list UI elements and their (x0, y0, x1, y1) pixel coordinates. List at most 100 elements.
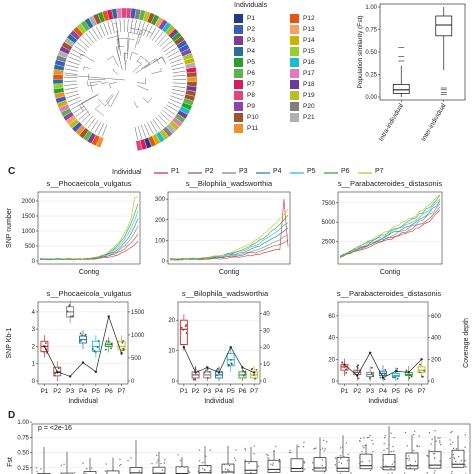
tree-leaf (143, 23, 149, 36)
y-tick-label: 0 (162, 259, 166, 265)
y-tick-label: 300 (155, 197, 166, 203)
jitter-point (203, 371, 206, 374)
coverage-point (194, 371, 197, 374)
jitter-point (324, 448, 326, 450)
tree-branch (132, 63, 142, 73)
jitter-point (357, 377, 360, 380)
tree-legend-title: Individuals (234, 2, 268, 9)
jitter-point (390, 468, 392, 470)
jitter-point (345, 442, 348, 444)
tree-leaf (64, 76, 78, 78)
jitter-point (390, 450, 393, 453)
jitter-point (119, 458, 121, 461)
tree-ring-segment (135, 139, 143, 152)
tree-branch (107, 35, 118, 39)
legend-swatch (290, 14, 299, 23)
tree-leaf (119, 19, 122, 33)
jitter-point (157, 472, 159, 474)
legend-label: P6 (247, 70, 255, 77)
y-tick-label-right: 10 (263, 362, 270, 368)
tree-branch (142, 97, 149, 104)
x-tick-label: P2 (192, 388, 200, 395)
x-tick-label: P2 (53, 388, 61, 395)
panel-label-c: C (8, 166, 16, 177)
jitter-point (96, 346, 99, 349)
jitter-point (453, 458, 456, 460)
jitter-point (209, 449, 211, 451)
y-tick-label: 0.75 (17, 435, 29, 441)
jitter-point (234, 459, 237, 461)
y-tick-label-right: 600 (431, 314, 442, 320)
jitter-point (253, 374, 255, 376)
legend-label: P7 (375, 168, 384, 175)
tree-leaf (149, 120, 158, 133)
y-tick-label-right: 20 (263, 345, 270, 351)
jitter-point (411, 437, 413, 439)
jitter-point (449, 443, 452, 445)
tree-ring-segment (52, 78, 64, 85)
box (179, 319, 188, 345)
box (83, 471, 97, 474)
jitter-point (393, 436, 395, 439)
jitter-point (319, 449, 322, 451)
jitter-point (164, 458, 166, 461)
y-tick-label: 3 (32, 327, 36, 333)
x-tick-label: P2 (353, 388, 361, 395)
y-tick-label-right: 0 (263, 379, 267, 385)
legend-label: P2 (205, 168, 214, 175)
jitter-point (435, 440, 437, 442)
jitter-point (458, 455, 460, 458)
jitter-point (303, 441, 305, 444)
jitter-point (413, 469, 416, 471)
jitter-point (198, 460, 201, 462)
tree-leaf (107, 21, 112, 35)
tree-branch (143, 29, 154, 35)
legend-label: P1 (247, 15, 255, 22)
jitter-point (267, 457, 269, 459)
x-tick-label: P5 (227, 388, 235, 395)
jitter-point (464, 446, 466, 449)
tree-leaf (79, 39, 90, 49)
jitter-point (433, 472, 435, 474)
jitter-point (206, 465, 209, 467)
jitter-point (272, 462, 274, 464)
jitter-point (386, 447, 388, 450)
jitter-point (372, 443, 374, 445)
jitter-point (391, 463, 393, 465)
tree-leaf (76, 42, 88, 51)
coverage-point (343, 363, 346, 366)
y-tick-label: 40 (328, 336, 335, 342)
y-tick-label: 500 (25, 244, 36, 250)
jitter-point (267, 454, 269, 457)
tree-leaf (168, 54, 181, 61)
tree-leaf (171, 62, 184, 67)
jitter-point (416, 445, 418, 448)
jitter-point (163, 462, 166, 464)
jitter-point (321, 459, 324, 461)
jitter-point (341, 361, 344, 364)
jitter-point (297, 445, 300, 448)
coverage-point (368, 351, 372, 354)
tree-leaf (75, 108, 87, 117)
y-tick-label: 20 (168, 318, 175, 324)
series-line (339, 203, 441, 258)
jitter-point (414, 430, 416, 432)
tree-leaf (65, 64, 79, 69)
tree-leaf (169, 98, 182, 105)
tree-branch (90, 82, 93, 93)
tree-branch (126, 38, 130, 59)
jitter-point (71, 315, 74, 318)
jitter-point (104, 470, 107, 472)
tree-branch (132, 52, 139, 55)
tree-branch (95, 109, 104, 117)
jitter-point (180, 326, 183, 329)
jitter-point (110, 347, 113, 350)
y-tick-label: 2500 (322, 240, 336, 246)
jitter-point (368, 436, 370, 439)
y-tick-label-right: 500 (131, 356, 142, 362)
jitter-point (451, 470, 453, 473)
tree-branch (107, 104, 112, 107)
legend-label: P19 (303, 92, 315, 99)
box (336, 456, 350, 472)
tree-leaf (68, 56, 81, 62)
